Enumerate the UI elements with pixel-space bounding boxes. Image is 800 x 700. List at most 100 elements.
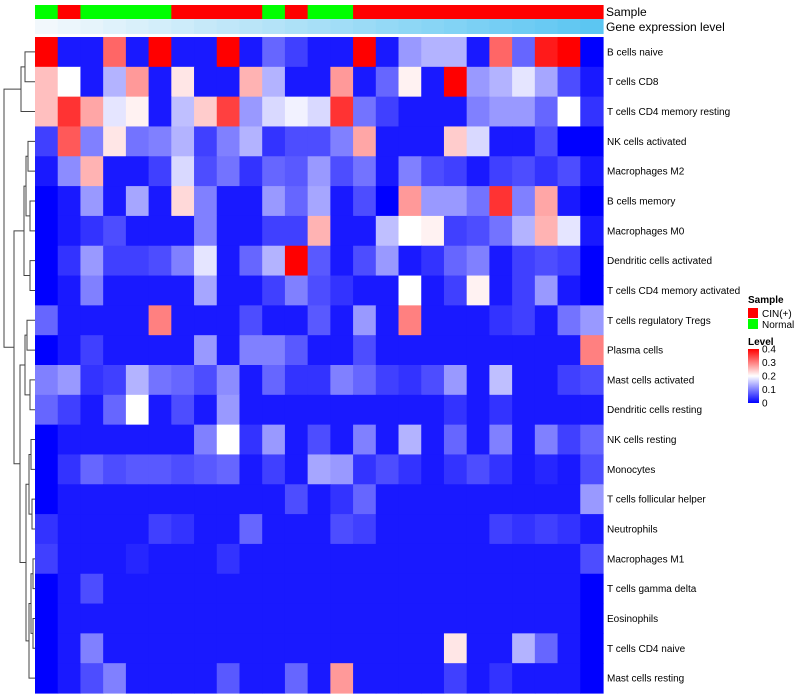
row-label: NK cells activated: [607, 137, 686, 148]
heatmap-cell: [489, 454, 513, 485]
row-label: Macrophages M1: [607, 554, 685, 565]
heatmap-cell: [125, 454, 150, 485]
heatmap-cell: [284, 633, 309, 664]
expression-annotation-cell: [103, 19, 127, 34]
expression-annotation-cell: [375, 19, 400, 34]
heatmap-cell: [512, 573, 536, 605]
sample-annotation-cell: [216, 5, 241, 19]
heatmap-cell: [148, 543, 172, 575]
heatmap-cell: [307, 573, 331, 605]
heatmap-cell: [443, 484, 468, 515]
heatmap-cell: [375, 514, 400, 545]
heatmap-cell: [239, 454, 263, 485]
heatmap-cell: [421, 37, 445, 68]
heatmap-cell: [580, 335, 604, 366]
heatmap-cell: [375, 215, 400, 247]
heatmap-cell: [103, 454, 127, 485]
heatmap-cell: [489, 96, 513, 128]
heatmap-cell: [80, 305, 104, 336]
sample-legend-swatch: [748, 308, 758, 318]
heatmap-cell: [398, 66, 422, 98]
heatmap-cell: [125, 603, 150, 634]
heatmap-cell: [171, 573, 195, 605]
sample-annotation-cell: [125, 5, 150, 19]
heatmap-cell: [307, 66, 331, 98]
heatmap-cell: [171, 66, 195, 98]
row-dendrogram: [3, 51, 35, 679]
row-label: T cells gamma delta: [607, 584, 697, 595]
heatmap-cell: [466, 484, 490, 515]
heatmap-cell: [398, 126, 422, 157]
heatmap-cell: [80, 186, 104, 217]
heatmap-cell: [398, 215, 422, 247]
heatmap-cell: [466, 335, 490, 366]
heatmap-cell: [239, 603, 263, 634]
row-label: Macrophages M2: [607, 167, 685, 178]
heatmap-cell: [512, 126, 536, 157]
heatmap-cell: [534, 96, 559, 128]
heatmap-cell: [307, 275, 331, 306]
heatmap-cell: [353, 543, 377, 575]
heatmap-cell: [421, 66, 445, 98]
sample-legend-title: Sample: [748, 295, 784, 306]
expression-annotation-cell: [398, 19, 422, 34]
heatmap-cell: [375, 275, 400, 306]
heatmap-cell: [239, 305, 263, 336]
heatmap-cell: [466, 96, 490, 128]
heatmap-cell: [35, 484, 59, 515]
expression-annotation-cell: [307, 19, 331, 34]
heatmap-cell: [421, 156, 445, 187]
heatmap-cell: [375, 573, 400, 605]
sample-annotation-cell: [80, 5, 104, 19]
heatmap-cell: [284, 37, 309, 68]
heatmap-cell: [262, 186, 286, 217]
heatmap-cell: [512, 245, 536, 277]
heatmap-cell: [534, 186, 559, 217]
heatmap-cell: [512, 633, 536, 664]
heatmap-cell: [534, 424, 559, 456]
heatmap-cell: [330, 603, 354, 634]
heatmap-cell: [353, 394, 377, 426]
heatmap-cell: [194, 275, 218, 306]
heatmap-cell: [421, 633, 445, 664]
heatmap-cell: [194, 454, 218, 485]
heatmap-cell: [262, 66, 286, 98]
heatmap-cell: [330, 156, 354, 187]
heatmap-cell: [148, 365, 172, 396]
heatmap-cell: [171, 484, 195, 515]
dendrogram-branch: [32, 617, 35, 649]
heatmap-cell: [262, 156, 286, 187]
heatmap-cell: [307, 37, 331, 68]
heatmap-cell: [57, 66, 82, 98]
heatmap-cell: [398, 514, 422, 545]
heatmap-cell: [375, 186, 400, 217]
heatmap-cell: [125, 335, 150, 366]
heatmap-cell: [216, 37, 241, 68]
heatmap-cell: [125, 484, 150, 515]
heatmap-cell: [557, 305, 581, 336]
heatmap-cell: [80, 96, 104, 128]
heatmap-cell: [239, 543, 263, 575]
heatmap-cell: [216, 126, 241, 157]
heatmap-cell: [353, 186, 377, 217]
heatmap-cell: [148, 66, 172, 98]
heatmap-cell: [557, 603, 581, 634]
heatmap-cell: [534, 245, 559, 277]
heatmap-cell: [194, 126, 218, 157]
heatmap-cell: [284, 573, 309, 605]
expression-annotation-cell: [466, 19, 490, 34]
heatmap-cell: [57, 275, 82, 306]
heatmap-cell: [57, 663, 82, 694]
heatmap-cell: [443, 275, 468, 306]
heatmap-cell: [512, 454, 536, 485]
heatmap-cell: [239, 245, 263, 277]
sample-annotation-cell: [489, 5, 513, 19]
row-labels: B cells naive T cells CD8 T cells CD4 memo…: [607, 47, 740, 684]
sample-legend: Sample CIN(+)Normal: [748, 295, 794, 331]
heatmap-cell: [330, 633, 354, 664]
heatmap-cell: [80, 573, 104, 605]
heatmap-cell: [421, 454, 445, 485]
heatmap-cell: [171, 663, 195, 694]
heatmap-cell: [557, 37, 581, 68]
heatmap-cell: [375, 156, 400, 187]
